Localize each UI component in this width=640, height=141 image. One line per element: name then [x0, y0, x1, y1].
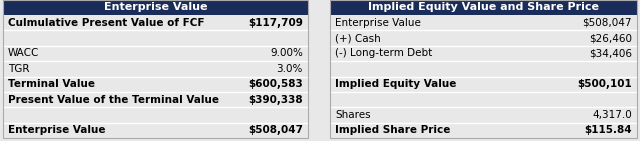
Text: (+) Cash: (+) Cash	[335, 33, 381, 43]
Text: 3.0%: 3.0%	[276, 64, 303, 74]
Text: $115.84: $115.84	[584, 125, 632, 135]
Bar	[330, 15, 637, 138]
Bar	[3, 0, 308, 15]
Text: Enterprise Value: Enterprise Value	[104, 3, 207, 13]
Text: TGR: TGR	[8, 64, 29, 74]
Text: Shares: Shares	[335, 110, 371, 120]
Bar	[3, 0, 308, 138]
Text: $508,047: $508,047	[582, 18, 632, 28]
Text: $34,406: $34,406	[589, 49, 632, 58]
Text: 9.00%: 9.00%	[270, 49, 303, 58]
Text: $508,047: $508,047	[248, 125, 303, 135]
Bar	[330, 0, 637, 15]
Text: $600,583: $600,583	[248, 79, 303, 89]
Text: Culmulative Present Value of FCF: Culmulative Present Value of FCF	[8, 18, 205, 28]
Text: 4,317.0: 4,317.0	[592, 110, 632, 120]
Text: $500,101: $500,101	[577, 79, 632, 89]
Text: Enterprise Value: Enterprise Value	[335, 18, 421, 28]
Text: Present Value of the Terminal Value: Present Value of the Terminal Value	[8, 95, 219, 105]
Bar	[3, 15, 308, 138]
Text: $117,709: $117,709	[248, 18, 303, 28]
Text: Enterprise Value: Enterprise Value	[8, 125, 106, 135]
Text: $26,460: $26,460	[589, 33, 632, 43]
Bar	[330, 0, 637, 138]
Text: $390,338: $390,338	[248, 95, 303, 105]
Text: Implied Equity Value and Share Price: Implied Equity Value and Share Price	[368, 3, 599, 13]
Text: Implied Share Price: Implied Share Price	[335, 125, 451, 135]
Text: Terminal Value: Terminal Value	[8, 79, 95, 89]
Text: Implied Equity Value: Implied Equity Value	[335, 79, 456, 89]
Text: WACC: WACC	[8, 49, 40, 58]
Text: (-) Long-term Debt: (-) Long-term Debt	[335, 49, 432, 58]
